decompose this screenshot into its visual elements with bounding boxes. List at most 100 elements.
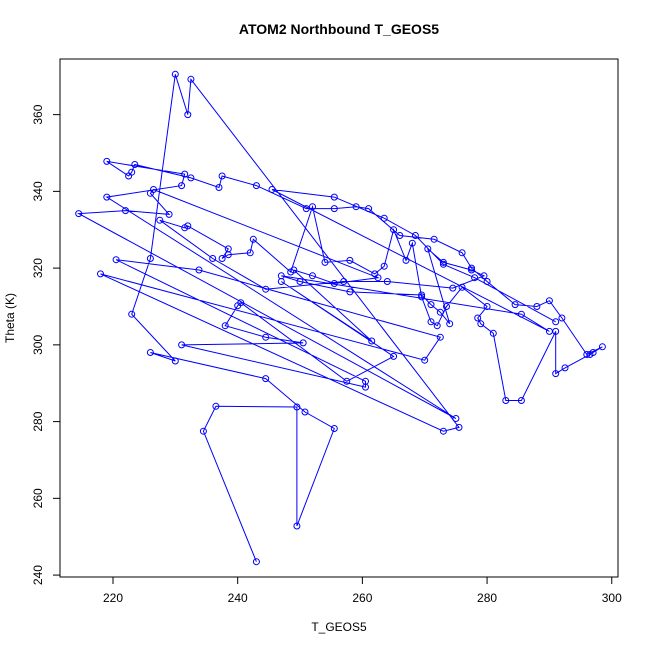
data-point [309,203,316,211]
data-point [330,193,338,201]
data-point [558,314,566,322]
data-point [262,285,270,293]
data-point [156,216,164,224]
y-tick-label: 280 [31,411,45,431]
data-point [343,377,351,385]
data-point [296,278,304,285]
data-point [209,255,217,262]
data-point [103,193,111,201]
data-point [390,226,398,234]
data-point [171,70,179,78]
y-axis-label: Theta (K) [3,293,17,343]
data-point [368,337,376,345]
y-tick-label: 340 [31,181,45,201]
data-point [246,249,254,257]
data-point [468,264,475,272]
data-point [390,352,398,360]
data-point [439,427,447,435]
data-point [427,301,435,309]
data-point [218,172,226,180]
data-point [249,235,257,243]
data-point [262,375,270,383]
data-point [184,111,192,119]
data-point [598,343,606,351]
data-point [502,397,510,404]
data-point [352,203,360,211]
data-point [483,303,491,310]
x-tick-label: 260 [352,591,372,605]
y-tick-label: 360 [31,104,45,124]
data-point [471,274,479,282]
data-point [215,184,223,191]
data-point [75,210,83,218]
data-point [545,297,553,305]
data-point [517,397,525,404]
data-point [252,558,260,566]
data-point [340,278,348,285]
data-point [146,189,154,197]
data-point [511,301,519,309]
data-point [443,303,450,310]
series-group [75,70,606,566]
data-point [128,168,136,176]
data-point [489,329,497,337]
data-point [380,262,388,270]
data-point [430,235,438,243]
data-point [411,232,419,239]
data-point [131,161,139,168]
data-point [458,249,466,257]
data-point [586,351,594,358]
data-point [380,214,388,222]
data-point [302,205,310,213]
data-point [452,415,460,422]
data-point [474,314,482,322]
x-tick-label: 300 [602,591,622,605]
data-point [309,272,316,280]
data-point [371,270,379,278]
data-point [483,278,491,285]
data-point [383,278,391,285]
data-point [293,403,301,411]
plot-frame [59,58,619,578]
data-point [436,308,444,316]
x-tick-label: 280 [477,591,497,605]
y-axis: 240 260 280 300 320 340 360 [31,104,60,585]
x-axis-label: T_GEOS5 [311,620,367,634]
data-point [446,320,454,328]
data-point [212,402,220,410]
data-point [187,174,195,182]
data-point [122,207,129,215]
series-line [76,74,603,562]
data-point [221,322,229,330]
data-point [301,408,309,416]
data-point [187,75,195,83]
data-point [330,425,338,432]
chart-title: ATOM2 Northbound T_GEOS5 [239,21,439,37]
data-point [477,320,485,328]
data-point [218,255,226,262]
data-point [165,210,173,218]
data-point [583,351,591,358]
data-point [439,258,447,266]
data-point [418,293,426,301]
data-point [97,270,104,278]
data-point [433,322,441,330]
data-point [468,266,475,274]
data-point [321,258,329,266]
data-point [346,288,354,296]
y-tick-label: 320 [31,258,45,278]
data-point [293,522,301,530]
data-point [480,272,488,280]
data-point [277,272,285,280]
data-point [365,205,373,213]
data-point [455,423,463,431]
data-point [252,182,260,190]
data-point [424,245,432,253]
data-point [181,224,189,232]
y-tick-label: 240 [31,565,45,585]
data-point [346,256,354,264]
data-point [146,255,154,262]
data-point [112,256,120,264]
data-point [237,299,245,307]
